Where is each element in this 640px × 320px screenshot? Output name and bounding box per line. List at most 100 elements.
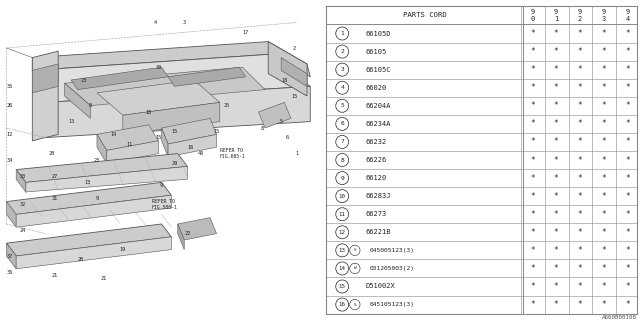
Text: *: * [530,101,534,110]
Text: *: * [554,156,558,164]
Text: 045105123(3): 045105123(3) [369,302,414,307]
Text: *: * [530,156,534,164]
Polygon shape [32,54,310,102]
Polygon shape [45,86,310,138]
Text: 13: 13 [84,180,90,185]
Polygon shape [6,182,172,214]
Text: 16: 16 [188,145,194,150]
Text: 1: 1 [340,31,344,36]
Text: 24: 24 [19,228,26,233]
Text: *: * [577,282,582,291]
Text: *: * [625,65,630,74]
Polygon shape [16,154,188,182]
Polygon shape [71,67,168,90]
Text: *: * [601,173,606,183]
Text: *: * [554,192,558,201]
Text: *: * [530,246,534,255]
Text: 9: 9 [160,183,163,188]
Text: 14: 14 [110,132,116,137]
Text: 4: 4 [340,85,344,90]
Text: 9
2: 9 2 [578,9,582,22]
Text: *: * [554,264,558,273]
Text: 66226: 66226 [366,157,387,163]
Text: 10: 10 [339,194,346,199]
Text: 35: 35 [6,84,13,89]
Text: *: * [625,282,630,291]
Text: 28: 28 [49,151,55,156]
Text: 8: 8 [340,157,344,163]
Text: 29: 29 [172,161,178,166]
Text: *: * [530,300,534,309]
Text: 2: 2 [292,45,296,51]
Text: 66105: 66105 [366,49,387,55]
Text: *: * [577,119,582,128]
Text: 15: 15 [213,129,220,134]
Polygon shape [161,118,216,144]
Text: 6: 6 [340,121,344,126]
Polygon shape [26,166,188,192]
Text: 12: 12 [339,230,346,235]
Text: *: * [554,282,558,291]
Text: *: * [577,156,582,164]
Polygon shape [281,58,307,86]
Text: S: S [353,248,356,252]
Text: 12: 12 [6,132,13,137]
Text: 26: 26 [6,103,13,108]
Polygon shape [16,195,172,227]
Text: *: * [601,137,606,147]
Text: *: * [601,300,606,309]
Text: *: * [530,47,534,56]
Text: 33: 33 [19,173,26,179]
Text: 66105D: 66105D [366,30,392,36]
Text: 21: 21 [52,273,58,278]
Text: *: * [601,264,606,273]
Text: *: * [554,101,558,110]
Text: *: * [577,83,582,92]
Polygon shape [32,42,310,77]
Text: 5: 5 [280,119,283,124]
Text: *: * [577,300,582,309]
Text: *: * [577,65,582,74]
Text: *: * [530,83,534,92]
Text: 9
1: 9 1 [554,9,558,22]
Text: 20: 20 [77,257,84,262]
Text: *: * [554,29,558,38]
Text: *: * [577,246,582,255]
Text: *: * [625,246,630,255]
Text: 25: 25 [223,103,229,108]
Text: *: * [601,83,606,92]
Text: *: * [625,192,630,201]
Text: S: S [353,303,356,307]
Text: 9
0: 9 0 [530,9,534,22]
Text: 13: 13 [339,248,346,253]
Text: 16: 16 [339,302,346,307]
Text: 66221B: 66221B [366,229,392,235]
Text: 15: 15 [291,93,297,99]
Text: 40: 40 [197,151,204,156]
Text: *: * [625,101,630,110]
Text: 14: 14 [339,266,346,271]
Text: A660B00108: A660B00108 [602,315,637,320]
Text: 031205003(2): 031205003(2) [369,266,414,271]
Text: 27: 27 [52,173,58,179]
Text: *: * [530,210,534,219]
Text: 66273: 66273 [366,211,387,217]
Text: *: * [625,156,630,164]
Text: *: * [625,83,630,92]
Text: *: * [577,210,582,219]
Polygon shape [107,141,158,163]
Text: *: * [625,264,630,273]
Text: *: * [625,228,630,237]
Text: 36: 36 [6,269,13,275]
Text: 2: 2 [340,49,344,54]
Text: *: * [554,300,558,309]
Text: *: * [530,264,534,273]
Polygon shape [97,134,107,163]
Text: *: * [530,65,534,74]
Polygon shape [97,80,220,115]
Text: *: * [554,173,558,183]
Text: 17: 17 [243,29,249,35]
Text: 11: 11 [339,212,346,217]
Text: 66232: 66232 [366,139,387,145]
Text: *: * [625,47,630,56]
